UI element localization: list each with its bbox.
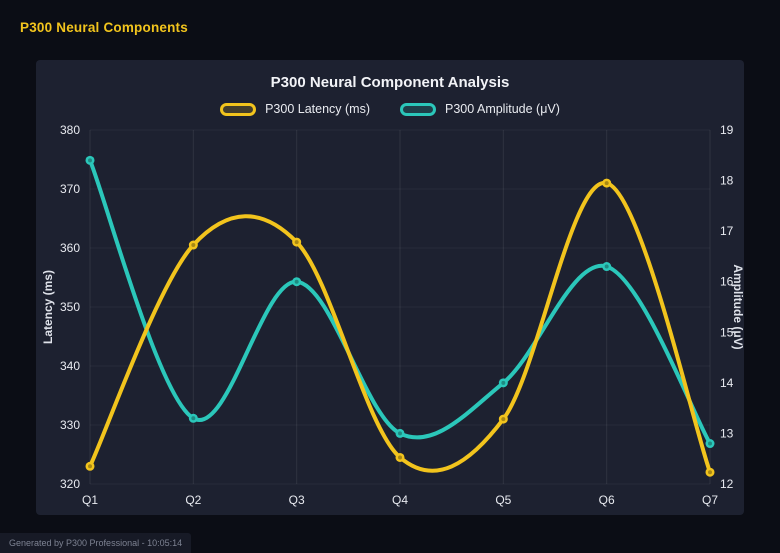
p300-amplitude-v-point-center (708, 441, 712, 446)
legend-label: P300 Latency (ms) (265, 102, 370, 116)
right-axis-tick: 14 (720, 376, 734, 390)
p300-amplitude-v-point-center (398, 431, 402, 436)
left-axis-tick: 380 (60, 123, 80, 137)
left-axis-tick: 350 (60, 300, 80, 314)
p300-latency-ms-point[interactable] (188, 240, 198, 250)
p300-latency-ms-point[interactable] (705, 467, 715, 477)
legend-item-p300-latency-ms[interactable]: P300 Latency (ms) (220, 102, 370, 116)
right-axis-tick: 18 (720, 174, 734, 188)
p300-latency-ms-point[interactable] (292, 237, 302, 247)
right-axis-tick: 17 (720, 224, 734, 238)
left-axis-tick: 320 (60, 477, 80, 491)
p300-amplitude-v-point-center (88, 158, 92, 163)
x-axis-tick: Q2 (185, 493, 201, 507)
x-axis-tick: Q7 (702, 493, 718, 507)
p300-latency-ms-point[interactable] (498, 414, 508, 424)
p300-amplitude-v-point-center (191, 416, 196, 421)
left-axis-title: Latency (ms) (41, 270, 55, 344)
legend-marker (400, 102, 436, 116)
p300-latency-ms-point-center (708, 470, 712, 475)
p300-amplitude-v-point[interactable] (188, 413, 198, 423)
p300-latency-ms-point-center (398, 455, 402, 460)
p300-amplitude-v-point[interactable] (602, 262, 612, 272)
left-axis-tick: 370 (60, 182, 80, 196)
p300-amplitude-v-point[interactable] (292, 277, 302, 287)
legend-label: P300 Amplitude (μV) (445, 102, 560, 116)
p300-latency-ms-point[interactable] (85, 461, 95, 471)
p300-latency-ms-point[interactable] (602, 178, 612, 188)
right-axis-title: Amplitude (μV) (731, 264, 744, 349)
p300-latency-ms-point-center (294, 240, 299, 245)
right-axis-tick: 15 (720, 325, 734, 339)
page-title: P300 Neural Components (20, 20, 188, 35)
p300-latency-ms-point-center (191, 243, 196, 248)
x-axis-tick: Q6 (599, 493, 615, 507)
chart-title: P300 Neural Component Analysis (270, 74, 510, 91)
line-chart[interactable]: 320 330 340 350 360 370 380 12 13 14 15 16 17 18 19 Q1 Q… (36, 120, 745, 512)
p300-amplitude-v-point[interactable] (498, 378, 508, 388)
right-axis-tick: 19 (720, 123, 734, 137)
p300-amplitude-v-point-center (501, 380, 506, 385)
p300-amplitude-v-point[interactable] (395, 428, 405, 438)
x-axis-tick: Q1 (82, 493, 98, 507)
p300-amplitude-v-point[interactable] (705, 439, 715, 449)
p300-latency-ms-point[interactable] (395, 452, 405, 462)
p300-amplitude-v-point-center (294, 279, 299, 284)
right-axis-tick: 16 (720, 275, 734, 289)
right-axis-tick: 12 (720, 477, 734, 491)
left-axis-tick: 330 (60, 418, 80, 432)
x-axis-tick: Q3 (289, 493, 305, 507)
left-axis-tick: 360 (60, 241, 80, 255)
legend-marker (220, 102, 257, 116)
chart-panel: P300 Neural Component Analysis P300 Late… (36, 60, 745, 515)
p300-latency-ms-point-center (501, 417, 506, 422)
x-axis-tick: Q4 (392, 493, 408, 507)
chart-legend: P300 Latency (ms) P300 Amplitude (μV) (36, 98, 744, 120)
x-axis-tick: Q5 (495, 493, 511, 507)
legend-item-p300-amplitude-v[interactable]: P300 Amplitude (μV) (400, 102, 560, 116)
p300-amplitude-v-point-center (604, 264, 609, 269)
p300-latency-ms-point-center (604, 181, 609, 186)
footer-status: Generated by P300 Professional - 10:05:1… (0, 533, 192, 553)
left-axis-tick: 340 (60, 359, 80, 373)
right-axis-tick: 13 (720, 426, 734, 440)
p300-amplitude-v-point[interactable] (85, 155, 95, 165)
p300-latency-ms-point-center (88, 464, 92, 469)
